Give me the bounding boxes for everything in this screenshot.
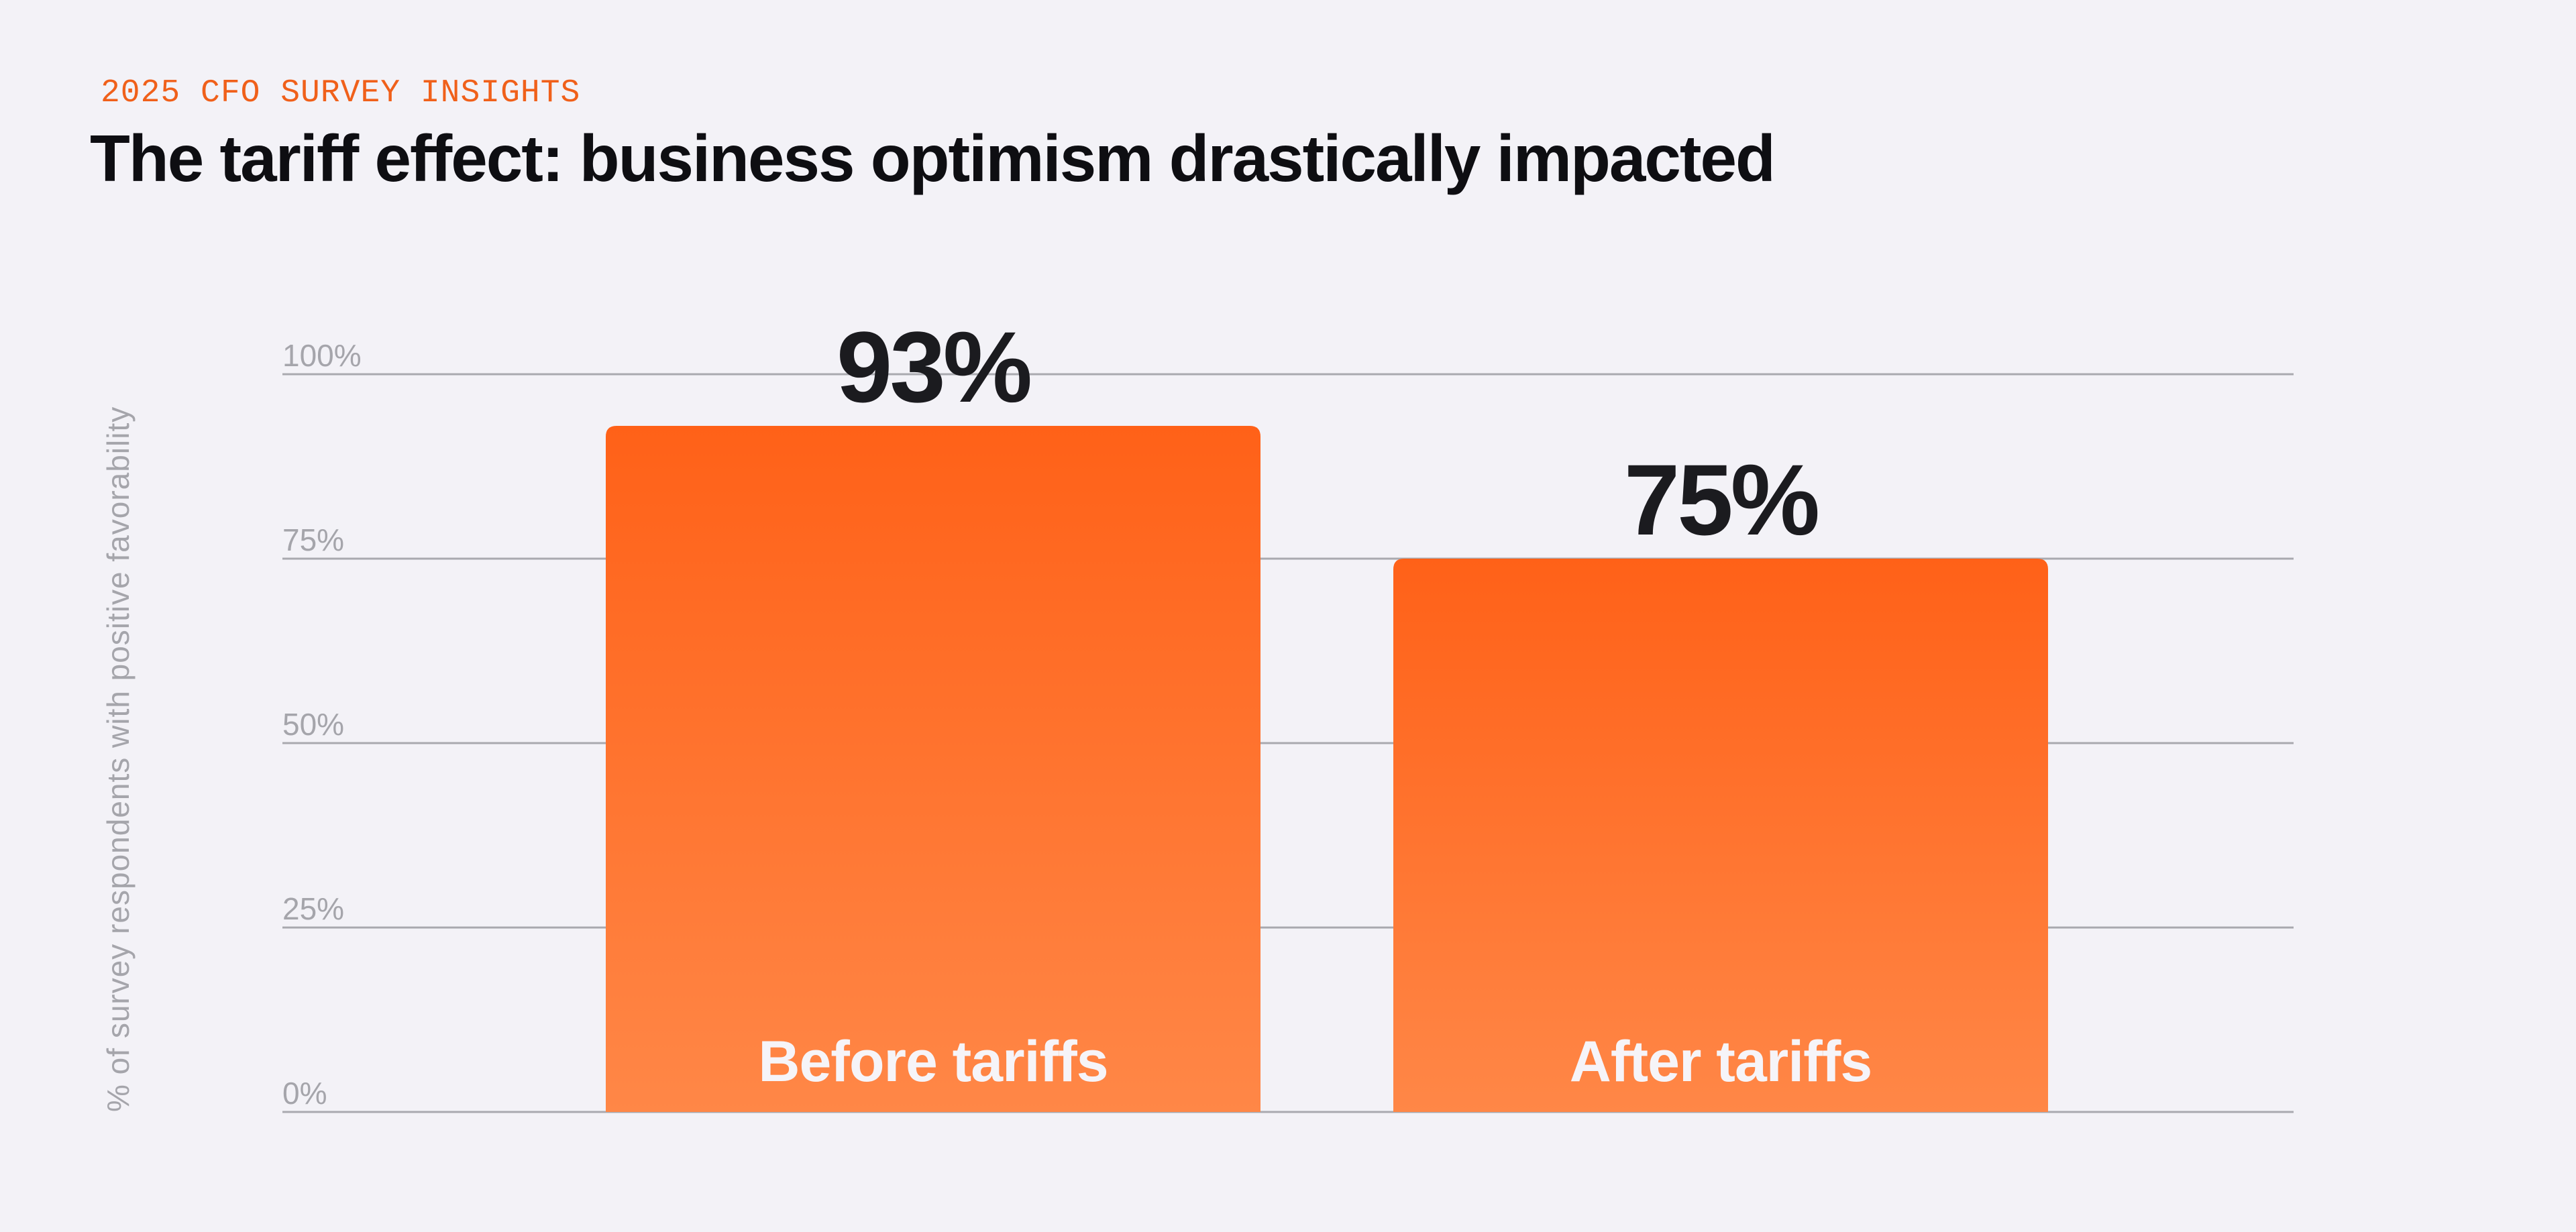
y-tick-label: 75% (282, 522, 344, 557)
y-axis-label: % of survey respondents with positive fa… (101, 406, 136, 1112)
y-tick-label: 100% (282, 338, 362, 373)
page-title: The tariff effect: business optimism dra… (90, 121, 1776, 195)
y-tick-label: 50% (282, 707, 344, 742)
category-label: Before tariffs (758, 1029, 1108, 1094)
bar (1393, 559, 2048, 1112)
kicker: 2025 CFO SURVEY INSIGHTS (101, 75, 581, 111)
y-tick-label: 0% (282, 1076, 327, 1111)
bar (606, 426, 1260, 1112)
data-label: 93% (837, 311, 1030, 423)
y-tick-label: 25% (282, 891, 344, 926)
category-label: After tariffs (1570, 1029, 1872, 1094)
data-label: 75% (1624, 443, 1818, 556)
